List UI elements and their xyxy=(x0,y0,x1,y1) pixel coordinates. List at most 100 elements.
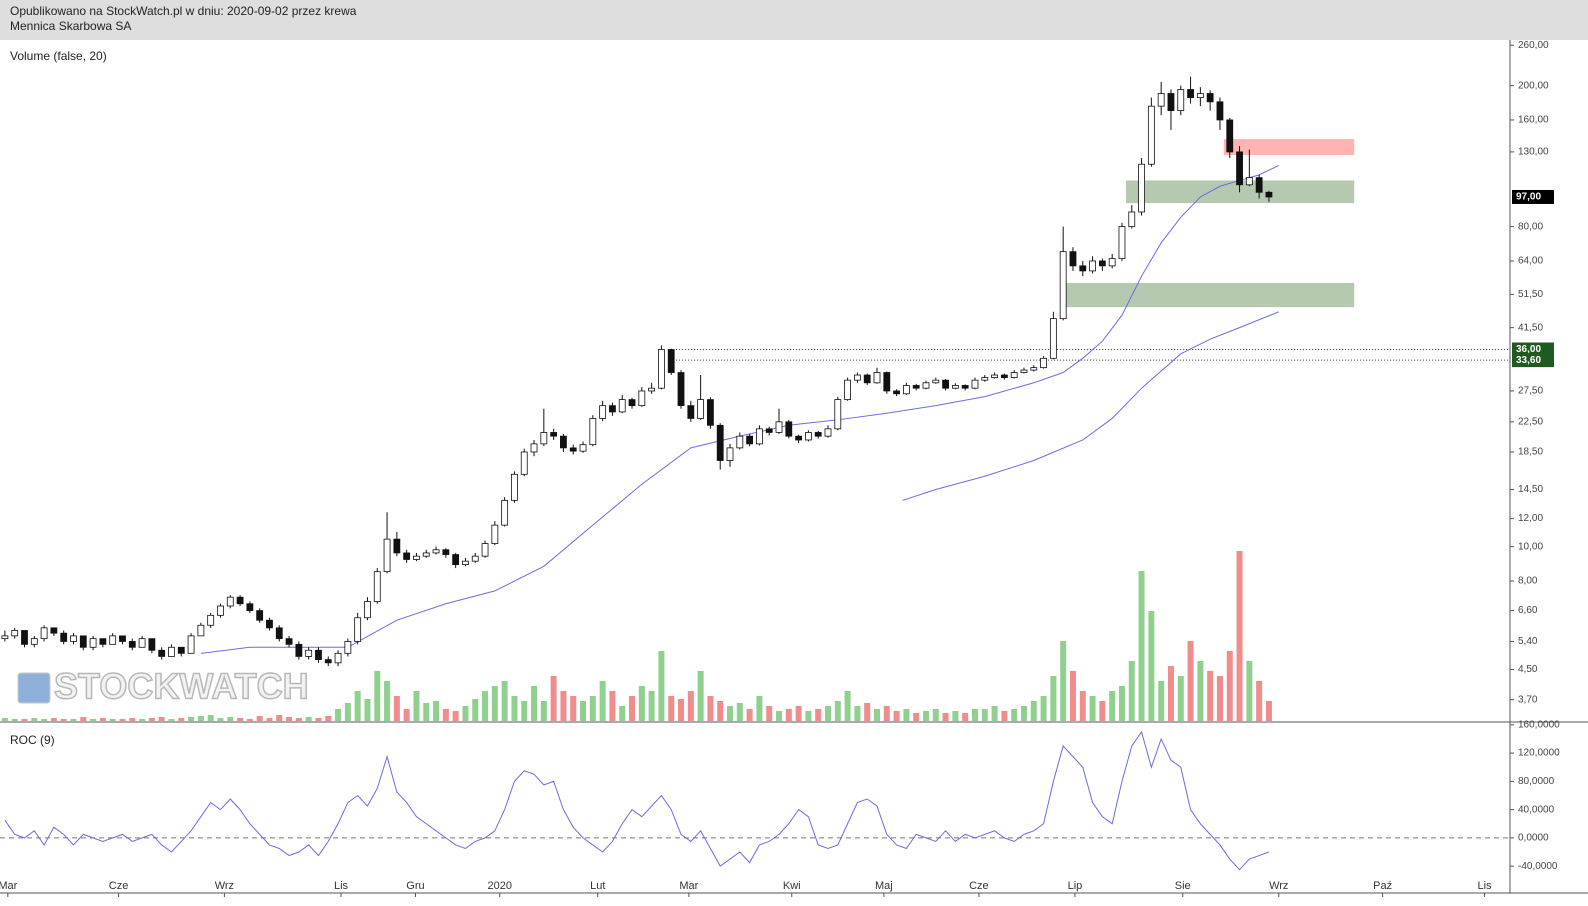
volume-bar xyxy=(942,713,949,721)
candle-body xyxy=(11,630,19,637)
candle-body xyxy=(1147,105,1155,165)
volume-bar xyxy=(1158,681,1165,721)
volume-bar xyxy=(932,709,939,721)
volume-bar xyxy=(805,711,812,721)
volume-bar xyxy=(413,691,420,721)
candle-body xyxy=(344,641,352,654)
candle-body xyxy=(628,399,636,407)
volume-bar xyxy=(1177,676,1184,721)
candle-body xyxy=(1030,367,1038,371)
candle-body xyxy=(70,635,77,642)
volume-bar xyxy=(531,686,538,721)
y-tick-label: -40,0000 xyxy=(1518,861,1558,872)
volume-bar xyxy=(452,711,459,721)
volume-bar xyxy=(11,719,18,721)
candle-body xyxy=(942,379,949,389)
candle-body xyxy=(364,601,371,619)
volume-bar xyxy=(70,719,77,721)
candle-body xyxy=(1040,357,1047,369)
candle-body xyxy=(1118,226,1126,259)
candle-body xyxy=(471,555,479,562)
candle-body xyxy=(1138,163,1145,213)
candle-body xyxy=(1206,93,1214,103)
candle-body xyxy=(383,538,391,573)
volume-bar xyxy=(1099,701,1106,721)
candle-body xyxy=(501,500,509,526)
candle-body xyxy=(707,399,714,426)
volume-bar xyxy=(276,715,283,721)
volume-bar xyxy=(423,703,430,721)
volume-bar xyxy=(815,709,822,721)
volume-bar xyxy=(687,691,694,721)
x-tick-label: 2020 xyxy=(487,880,511,892)
candle-body xyxy=(618,399,626,413)
candle-body xyxy=(844,379,851,400)
x-tick-label: Gru xyxy=(406,880,424,892)
candle-body xyxy=(981,377,989,381)
candle-body xyxy=(1216,101,1224,121)
volume-bar xyxy=(1216,676,1223,721)
candle-body xyxy=(530,443,538,453)
candle-body xyxy=(775,421,783,433)
candle-body xyxy=(863,374,871,384)
candle-body xyxy=(1187,89,1194,99)
candle-body xyxy=(1020,369,1028,373)
candle-body xyxy=(697,399,705,419)
volume-bar xyxy=(21,719,28,721)
candle-body xyxy=(413,555,420,560)
price-tag xyxy=(1512,189,1554,204)
y-tick-label: 0,0000 xyxy=(1518,833,1549,844)
volume-bar xyxy=(599,681,606,721)
volume-bar xyxy=(1246,661,1253,721)
candle-body xyxy=(932,379,940,384)
candle-body xyxy=(795,435,803,441)
volume-bar xyxy=(952,711,959,721)
candle-body xyxy=(951,385,959,389)
candle-body xyxy=(589,418,597,446)
candle-body xyxy=(716,424,724,461)
candle-body xyxy=(667,349,675,373)
volume-bar xyxy=(433,701,440,721)
volume-bar xyxy=(971,709,978,721)
y-tick-label: 200,00 xyxy=(1518,80,1549,91)
volume-bar xyxy=(580,701,587,721)
volume-bar xyxy=(1167,666,1174,721)
candle-body xyxy=(168,646,175,657)
volume-bar xyxy=(442,709,449,721)
x-tick-label: Cze xyxy=(109,880,129,892)
candle-body xyxy=(1236,151,1243,186)
volume-bar xyxy=(727,706,734,721)
candle-body xyxy=(305,649,313,657)
x-tick-label: Lis xyxy=(334,880,349,892)
volume-bar xyxy=(619,706,626,721)
level-tag xyxy=(1512,342,1554,357)
volume-bar xyxy=(1011,709,1018,721)
candle-body xyxy=(40,627,48,640)
candle-body xyxy=(560,435,567,449)
y-tick-label: 64,00 xyxy=(1518,256,1543,267)
volume-bar xyxy=(1050,676,1057,721)
volume-bar xyxy=(638,686,645,721)
volume-bar xyxy=(1226,651,1233,721)
volume-bar xyxy=(344,703,351,721)
volume-bar xyxy=(717,701,724,721)
zone xyxy=(1066,282,1355,308)
candle-body xyxy=(961,385,969,389)
header-band xyxy=(0,0,1588,40)
volume-bar xyxy=(50,718,57,721)
volume-bar xyxy=(795,706,802,721)
candle-body xyxy=(658,349,665,389)
volume-bar xyxy=(962,713,969,721)
candle-body xyxy=(1255,177,1263,193)
volume-bar xyxy=(609,691,616,721)
volume-bar xyxy=(148,718,155,721)
x-tick-label: Lis xyxy=(1477,880,1492,892)
candle-body xyxy=(1128,211,1136,228)
volume-bar xyxy=(246,719,253,721)
candle-body xyxy=(569,447,577,452)
candle-body xyxy=(1059,251,1067,320)
candle-body xyxy=(785,421,793,437)
candle-body xyxy=(873,372,881,384)
volume-bar xyxy=(707,696,714,721)
